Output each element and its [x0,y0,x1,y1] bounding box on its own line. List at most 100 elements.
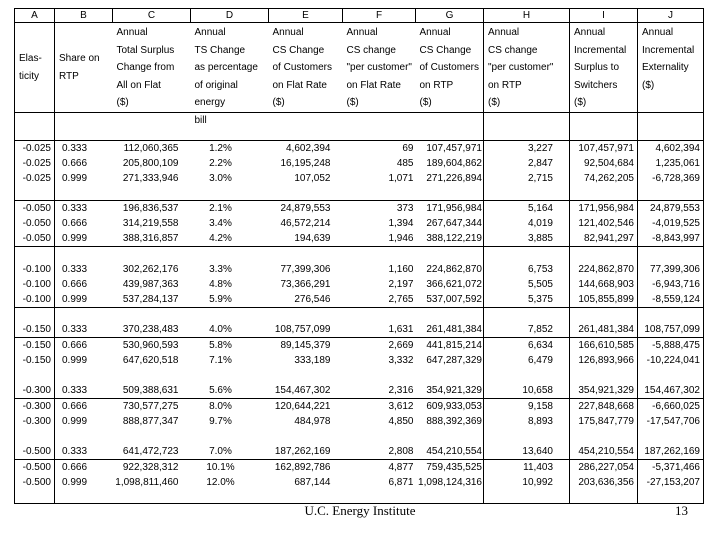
table-cell: 2,197 [388,278,414,290]
table-cell: 187,262,169 [268,444,343,460]
table-cell: 0.666 [62,401,88,412]
table-cell: 5.8% [209,340,232,351]
table-cell: 4,850 [388,416,414,427]
table-cell: 530,960,593 [122,340,179,351]
header-overflow-cell [415,111,484,141]
table-cell: 439,987,363 [122,278,179,290]
results-table: A B C D E F G H I J Elas- ticity Share on RTP Annual… [14,8,704,504]
spacer-cell [14,246,55,262]
table-cell: -27,153,207 [646,477,700,488]
table-cell: 3.0% [209,172,232,184]
table-cell: 7.0% [190,444,269,460]
table-cell: 261,481,384 [569,322,638,338]
header-overflow-cell [637,111,704,141]
table-row: -0.300 0.666 730,577,275 8.0% 120,644,221 3,6… [14,398,704,414]
table-cell: 441,815,214 [415,337,484,353]
table-row: -0.100 0.666 439,987,363 4.8% 73,366,291 2,19… [14,276,704,292]
table-cell: 224,862,870 [569,261,638,277]
table-cell: 5.9% [190,291,269,308]
header-cell: Annual CS Change of Customers on Flat Ra… [272,27,332,108]
spacer-cell [190,185,269,201]
table-cell: 286,227,054 [569,459,638,475]
table-row: -0.500 0.999 1,098,811,460 12.0% 687,144 6,87… [14,475,704,490]
table-cell: -0.100 [14,276,55,292]
spacer-cell [113,307,191,322]
table-cell: 77,399,306 [649,263,700,275]
spacer-cell [569,307,638,322]
table-cell: 0.999 [62,355,88,366]
table-cell: 0.333 [62,263,88,275]
spacer-cell [14,429,55,444]
table-cell: 92,504,684 [569,155,638,171]
table-cell: 509,388,631 [112,383,191,399]
column-letter: A [14,8,55,23]
spacer-cell [191,247,269,262]
table-cell: 1,394 [388,218,414,229]
table-cell: 0.333 [54,383,113,399]
table-cell: 0.999 [62,477,88,488]
table-cell: 261,481,384 [415,322,484,338]
table-cell: 1,946 [342,231,416,247]
spacer-cell [569,368,638,383]
spacer-cell [638,307,704,322]
table-cell: 1,098,124,316 [415,475,484,490]
spacer-cell [113,490,191,503]
table-cell: 2,847 [483,155,570,171]
header-row: Elas- ticity Share on RTP Annual Total Sur… [14,22,704,112]
table-cell: 10,992 [483,475,570,490]
spacer-cell [343,490,416,503]
spacer-row [14,307,704,322]
table-cell: 370,238,483 [112,322,191,338]
spacer-cell [14,368,55,383]
spacer-cell [191,429,269,444]
table-cell: -0.025 [14,140,55,156]
table-cell: -0.150 [14,337,55,353]
table-cell: 609,933,053 [415,398,484,414]
spacer-row [14,246,704,262]
spacer-row [14,368,704,383]
table-cell: 8,893 [483,414,570,429]
table-cell: 0.333 [62,203,88,214]
table-cell: 2,715 [483,170,570,186]
spacer-cell [269,307,343,322]
table-cell: 0.666 [62,462,88,473]
table-cell: -0.300 [14,383,55,399]
spacer-cell [483,429,570,444]
table-cell: 194,639 [268,231,343,247]
table-cell: 203,636,356 [569,475,638,490]
table-cell: 2,669 [388,340,414,351]
table-cell: 120,644,221 [274,401,331,412]
table-cell: 107,457,971 [415,140,484,156]
spacer-cell [638,429,704,444]
table-cell: -0.300 [14,398,55,414]
header-overflow-cell [54,111,113,141]
table-cell: 77,399,306 [280,263,331,275]
spacer-cell [415,246,484,262]
table-cell: 4,019 [483,216,570,231]
table-cell: 1,235,061 [655,157,701,169]
table-row: -0.100 0.333 302,262,176 3.3% 77,399,306 1,16… [14,261,704,277]
column-letter: B [54,8,113,23]
column-letter: F [342,8,416,23]
table-cell: -6,728,369 [652,172,700,184]
header-cell: Elas- ticity [14,22,55,112]
table-cell: 0.333 [54,322,113,338]
table-cell: 454,210,554 [415,444,484,460]
spacer-cell [112,185,191,201]
spacer-row [14,185,704,201]
spacer-cell [113,368,191,383]
table-cell: 1,098,811,460 [115,477,179,488]
table-cell: 3.3% [209,263,232,275]
table-cell: 144,668,903 [569,276,638,292]
table-row: -0.500 0.666 922,328,312 10.1% 162,892,786 4,… [14,459,704,475]
table-cell: 8.0% [209,401,232,412]
spacer-cell [55,368,113,383]
table-row: -0.050 0.666 314,219,558 3.4% 46,572,214 1,39… [14,216,704,231]
spacer-cell [638,368,704,383]
table-cell: 175,847,779 [569,414,638,429]
table-cell: 641,472,723 [112,444,191,460]
table-cell: 4.0% [190,322,269,338]
header-cell: Annual Total Surplus Change from All on … [116,27,175,108]
spacer-cell [415,185,484,201]
table-row: -0.150 0.333 370,238,483 4.0% 108,757,099 1,6… [14,322,704,338]
